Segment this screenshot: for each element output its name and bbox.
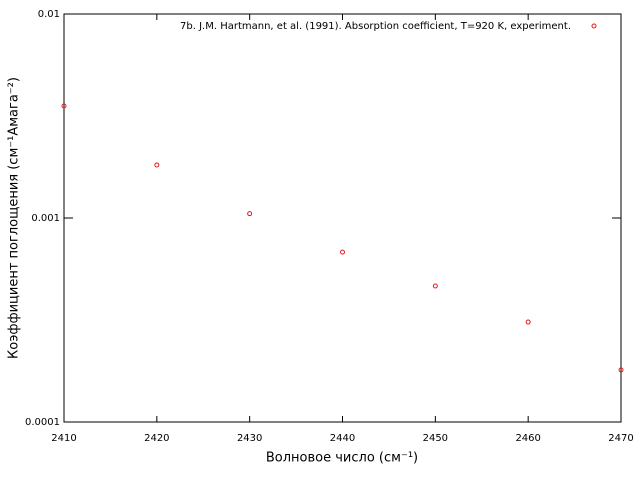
data-point bbox=[340, 249, 345, 255]
x-tick-label: 2430 bbox=[237, 433, 262, 444]
data-point bbox=[154, 162, 160, 168]
x-tick-label: 2470 bbox=[608, 433, 633, 444]
data-point bbox=[525, 319, 531, 325]
y-tick-label: 0.0001 bbox=[25, 417, 60, 428]
data-point bbox=[61, 103, 67, 109]
y-axis-title: Коэффициент поглощения (см⁻¹Амага⁻²) bbox=[7, 77, 22, 359]
y-tick-label: 0.001 bbox=[31, 213, 60, 224]
x-tick-label: 2410 bbox=[51, 433, 76, 444]
x-tick-label: 2420 bbox=[144, 433, 169, 444]
y-tick-label: 0.01 bbox=[38, 9, 60, 20]
x-tick-label: 2440 bbox=[330, 433, 355, 444]
x-axis-title: Волновое число (см⁻¹) bbox=[266, 451, 418, 466]
x-tick-label: 2460 bbox=[515, 433, 540, 444]
legend-marker bbox=[591, 23, 597, 29]
data-point bbox=[247, 211, 253, 217]
legend-label: 7b. J.M. Hartmann, et al. (1991). Absorp… bbox=[180, 21, 571, 32]
data-point bbox=[618, 367, 624, 373]
data-point bbox=[432, 283, 438, 289]
plot-frame bbox=[63, 13, 622, 423]
x-tick-label: 2450 bbox=[423, 433, 448, 444]
